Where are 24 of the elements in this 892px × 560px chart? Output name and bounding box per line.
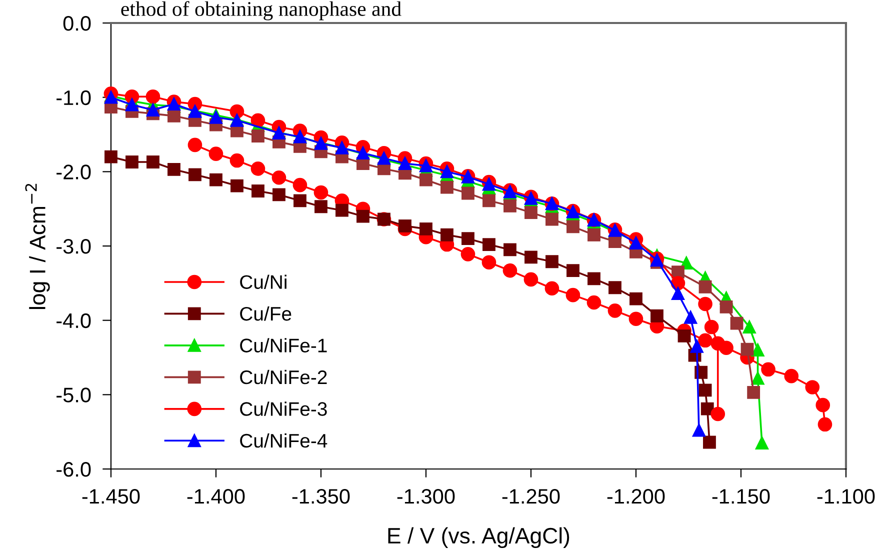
x-tick-label: -1.150 bbox=[712, 488, 770, 504]
y-tick-label: -5.0 bbox=[56, 388, 91, 402]
x-tick-label: -1.450 bbox=[82, 488, 140, 504]
legend-label: Cu/NiFe-3 bbox=[240, 402, 327, 416]
y-tick-label: -3.0 bbox=[56, 239, 91, 254]
x-tick-label: -1.350 bbox=[292, 488, 350, 504]
x-axis-title: E / V (vs. Ag/AgCl) bbox=[388, 527, 570, 548]
text: ethod of obtaining nanophase and bbox=[121, 1, 402, 20]
y-tick-label: 0.0 bbox=[63, 16, 91, 31]
x-tick-label: -1.300 bbox=[397, 488, 455, 504]
x-tick-label: -1.400 bbox=[187, 488, 245, 504]
y-tick-label: -6.0 bbox=[56, 462, 91, 477]
y-tick-label: -4.0 bbox=[56, 313, 91, 328]
x-tick-label: -1.250 bbox=[502, 488, 560, 504]
x-tick-label: -1.200 bbox=[607, 488, 665, 504]
legend-label: Cu/NiFe-1 bbox=[240, 338, 327, 352]
y-tick-label: -1.0 bbox=[56, 90, 91, 106]
y-axis-title: log I / Acm$^{−2}$ bbox=[25, 184, 50, 309]
legend-label: Cu/NiFe-2 bbox=[240, 370, 327, 384]
x-tick-label: -1.100 bbox=[817, 488, 875, 504]
legend-label: Cu/NiFe-4 bbox=[240, 433, 328, 448]
legend-label: Cu/Ni bbox=[240, 274, 286, 289]
y-tick-label: -2.0 bbox=[56, 164, 91, 180]
legend-label: Cu/Fe bbox=[240, 306, 292, 321]
